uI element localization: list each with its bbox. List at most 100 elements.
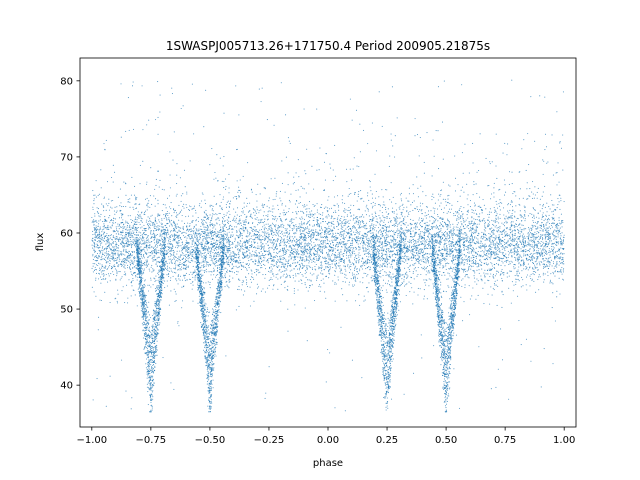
data-point	[274, 226, 276, 228]
data-point	[412, 239, 414, 241]
data-point	[289, 230, 291, 232]
data-point	[398, 309, 400, 311]
data-point	[543, 245, 546, 247]
data-point	[440, 260, 442, 262]
data-point	[258, 264, 260, 267]
data-point	[296, 254, 298, 256]
data-point	[349, 219, 351, 221]
data-point	[207, 281, 209, 283]
data-point	[407, 275, 409, 277]
data-point	[419, 223, 421, 225]
data-point	[306, 269, 308, 271]
data-point	[305, 276, 307, 279]
data-point	[242, 228, 244, 230]
data-point	[395, 203, 397, 205]
data-point	[513, 249, 516, 251]
data-point	[334, 254, 337, 256]
data-point	[382, 204, 384, 206]
data-point	[469, 200, 472, 202]
data-point	[287, 261, 289, 263]
data-point	[452, 233, 454, 235]
data-point	[274, 256, 276, 258]
data-point	[221, 222, 223, 224]
data-point	[334, 271, 336, 273]
data-point	[341, 202, 344, 204]
data-point	[91, 237, 94, 239]
data-point	[257, 224, 259, 226]
data-point	[368, 256, 370, 258]
data-point	[314, 268, 316, 270]
data-point	[512, 229, 514, 232]
data-point	[416, 222, 418, 224]
data-point	[534, 208, 536, 211]
data-point	[237, 243, 239, 245]
data-point	[276, 265, 278, 267]
data-point	[272, 264, 274, 266]
data-point	[111, 256, 113, 258]
data-point	[346, 231, 348, 233]
data-point	[233, 265, 235, 267]
data-point	[109, 260, 111, 262]
data-point	[438, 251, 440, 253]
data-point	[517, 250, 519, 252]
data-point	[475, 242, 477, 244]
data-point	[131, 221, 133, 223]
data-point	[450, 243, 452, 245]
data-point	[129, 198, 131, 200]
data-point	[446, 248, 448, 251]
data-point	[195, 209, 197, 211]
data-point	[485, 239, 487, 241]
data-point	[407, 229, 409, 231]
data-point	[560, 147, 563, 149]
data-point	[443, 207, 445, 209]
data-point	[204, 238, 206, 240]
data-point	[254, 246, 256, 248]
data-point	[352, 274, 354, 276]
data-point	[460, 189, 462, 191]
data-point	[349, 247, 351, 249]
data-point	[403, 207, 405, 209]
data-point	[244, 266, 246, 268]
data-point	[107, 237, 109, 239]
data-point	[258, 210, 260, 212]
data-point	[388, 231, 390, 233]
data-point	[439, 254, 441, 256]
data-point	[484, 220, 486, 222]
data-point	[206, 249, 208, 251]
data-point	[122, 237, 124, 239]
data-point	[317, 225, 319, 228]
data-point	[534, 270, 536, 273]
data-point	[111, 176, 113, 179]
data-point	[159, 111, 161, 113]
data-point	[285, 268, 287, 270]
data-point	[112, 271, 114, 273]
data-point	[425, 279, 427, 281]
data-point	[225, 267, 227, 269]
data-point	[563, 234, 565, 236]
data-point	[143, 242, 145, 244]
data-point	[98, 316, 100, 318]
data-point	[403, 276, 405, 278]
data-point	[374, 204, 376, 206]
data-point	[122, 244, 124, 246]
data-point	[234, 237, 236, 239]
data-point	[384, 217, 386, 219]
data-point	[281, 221, 283, 223]
data-point	[215, 256, 217, 258]
data-point	[434, 241, 436, 243]
data-point	[421, 231, 423, 233]
data-point	[325, 231, 327, 233]
data-point	[169, 279, 171, 281]
data-point	[525, 244, 527, 246]
data-point	[514, 246, 516, 249]
data-point	[550, 194, 552, 196]
data-point	[557, 234, 559, 236]
data-point	[201, 242, 203, 244]
data-point	[388, 165, 390, 167]
data-point	[521, 276, 523, 278]
data-point	[325, 265, 327, 268]
data-point	[485, 254, 487, 256]
data-point	[359, 151, 361, 153]
data-point	[227, 221, 229, 223]
data-point	[493, 264, 495, 266]
